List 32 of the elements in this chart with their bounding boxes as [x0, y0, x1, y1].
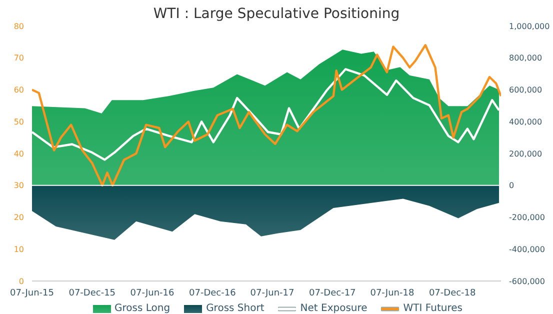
y2-tick-label: -400,000	[509, 244, 545, 254]
legend-label: Gross Long	[114, 303, 170, 314]
x-tick-label: 07-Jun-17	[250, 288, 294, 298]
x-tick-label: 07-Dec-15	[68, 288, 116, 298]
y2-tick-label: -600,000	[509, 276, 545, 286]
y-tick-label: 50	[14, 117, 24, 126]
legend-label: Gross Short	[206, 303, 264, 314]
y-tick-label: 0	[18, 276, 24, 286]
y2-tick-label: 400,000	[509, 117, 542, 126]
line-series	[32, 68, 500, 161]
y-tick-label: 60	[14, 86, 24, 95]
y-tick-label: 80	[14, 22, 24, 31]
y-tick-label: 40	[14, 149, 24, 158]
y-tick-label: 10	[14, 244, 24, 254]
y2-tick-label: 800,000	[509, 54, 542, 63]
x-tick-label: 07-Jun-16	[130, 288, 175, 298]
legend-label: Net Exposure	[300, 303, 368, 314]
chart-title: WTI : Large Speculative Positioning	[152, 6, 401, 22]
y2-tick-label: -200,000	[509, 213, 545, 222]
y2-tick-label: 1,000,000	[509, 22, 550, 31]
x-tick-label: 07-Dec-18	[428, 288, 476, 298]
legend-label: WTI Futures	[403, 303, 462, 314]
x-tick-label: 07-Dec-17	[308, 288, 356, 298]
y2-tick-label: 200,000	[509, 149, 542, 158]
x-tick-label: 07-Jun-15	[10, 288, 54, 298]
y2-tick-label: 0	[509, 181, 514, 190]
y-tick-label: 70	[14, 54, 24, 63]
y-tick-label: 30	[14, 181, 24, 190]
x-tick-label: 07-Dec-16	[189, 288, 236, 298]
y-tick-label: 20	[14, 213, 24, 222]
y2-tick-label: 600,000	[509, 86, 542, 95]
x-tick-label: 07-Jun-18	[370, 288, 414, 298]
